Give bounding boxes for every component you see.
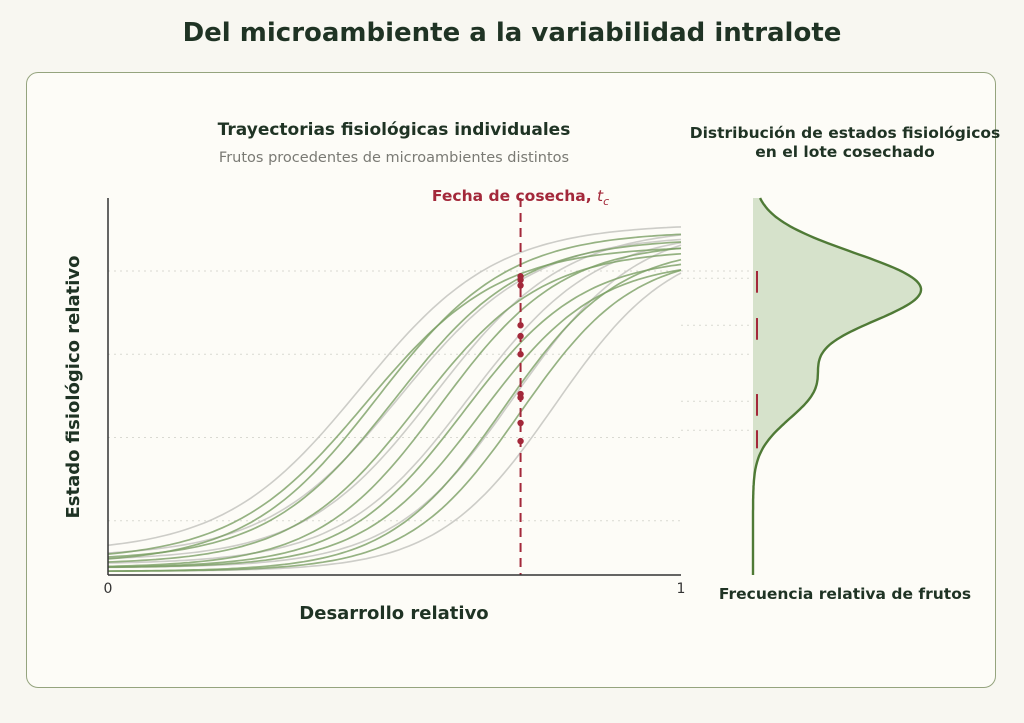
right-chart-title-line2: en el lote cosechado: [755, 143, 934, 161]
harvest-point-8: [517, 419, 524, 427]
green-trajectory-5: [107, 263, 682, 568]
green-trajectory-8: [108, 269, 682, 573]
y-axis-label: Estado fisiológico relativo: [63, 255, 84, 518]
figure-panel: [26, 72, 996, 688]
gray-trajectory-13: [108, 244, 682, 569]
gray-trajectory-9: [107, 226, 682, 547]
harvest-point-7: [517, 394, 524, 401]
harvest-point-5: [517, 351, 524, 358]
x-tick-label-0: 0: [104, 581, 113, 597]
green-trajectory-7: [107, 258, 682, 572]
distribution-curve: [751, 197, 923, 575]
right-x-axis-label: Frecuencia relativa de frutos: [719, 585, 971, 603]
x-axis-label: Desarrollo relativo: [299, 603, 488, 624]
gridlines: [108, 270, 681, 522]
distribution-area: [753, 198, 921, 575]
harvest-subscript: c: [603, 195, 609, 208]
main-title: Del microambiente a la variabilidad intr…: [182, 18, 842, 48]
green-trajectory-2: [107, 241, 682, 558]
green-trajectory-6: [108, 268, 682, 569]
harvest-point-4: [517, 332, 524, 340]
distribution-plot: [751, 197, 923, 575]
harvest-point-3: [517, 322, 524, 329]
harvest-date-label: Fecha de cosecha, tc: [432, 187, 609, 208]
harvest-symbol: t: [597, 187, 604, 205]
green-trajectory-1: [107, 233, 682, 560]
trajectory-curves: [107, 226, 682, 573]
right-chart-title-line1: Distribución de estados fisiológicos: [690, 124, 1001, 142]
green-trajectory-4: [107, 247, 682, 568]
right-gridlines: [681, 270, 753, 431]
harvest-point-1: [517, 276, 524, 284]
harvest-point-2: [517, 282, 524, 289]
gray-trajectory-12: [107, 241, 682, 564]
harvest-points: [517, 273, 524, 445]
left-chart-title: Trayectorias fisiológicas individuales: [218, 120, 571, 140]
harvest-point-9: [517, 437, 524, 445]
green-trajectory-0: [107, 247, 682, 555]
harvest-label-text: Fecha de cosecha,: [432, 187, 597, 205]
x-tick-label-1: 1: [677, 581, 686, 597]
left-chart-subtitle: Frutos procedentes de microambientes dis…: [219, 150, 569, 166]
